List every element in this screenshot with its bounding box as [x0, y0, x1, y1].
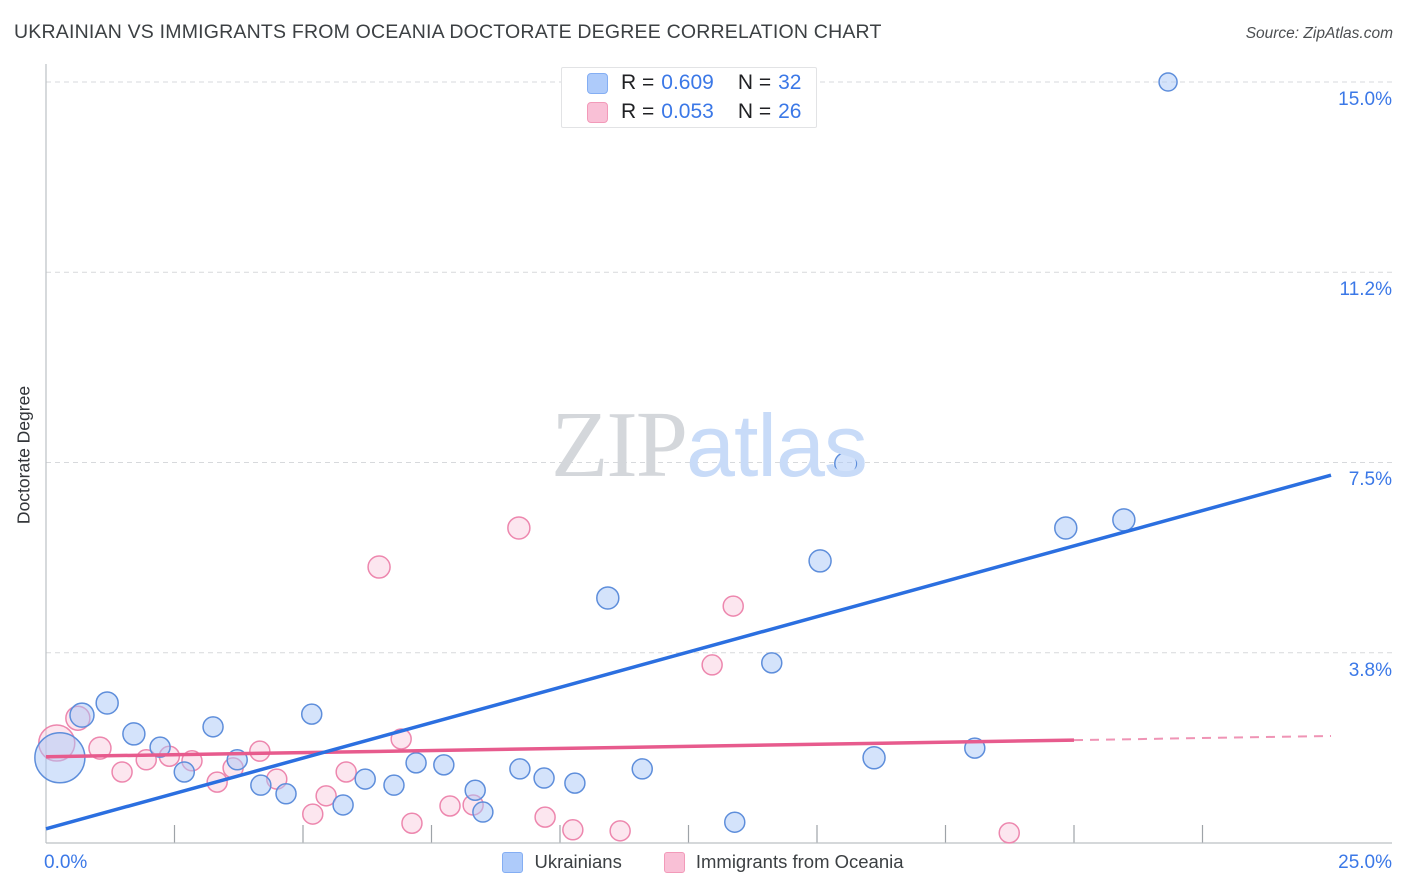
scatter-point-oceania — [302, 803, 324, 825]
legend-item-oceania: Immigrants from Oceania — [663, 851, 904, 873]
y-tick-label-15: 15.0% — [1338, 89, 1392, 110]
scatter-point-ukrainians — [383, 774, 405, 796]
scatter-point-oceania — [562, 819, 584, 841]
scatter-point-ukrainians — [275, 783, 297, 805]
legend-label-oceania: Immigrants from Oceania — [695, 851, 904, 872]
trend-line-oceania — [45, 738, 1075, 759]
page-title: UKRAINIAN VS IMMIGRANTS FROM OCEANIA DOC… — [14, 21, 882, 43]
scatter-point-ukrainians — [354, 768, 376, 790]
oceania-swatch-icon — [663, 851, 685, 873]
scatter-point-oceania — [401, 812, 423, 834]
scatter-point-ukrainians — [724, 811, 746, 833]
trend-line-oceania-extension — [1073, 734, 1332, 742]
scatter-point-ukrainians — [202, 716, 224, 738]
scatter-point-ukrainians — [405, 752, 427, 774]
ukrainians-swatch-icon — [502, 851, 524, 873]
y-tick-label-11-2: 11.2% — [1339, 279, 1392, 300]
r-value-oceania: 0.053 — [661, 100, 714, 123]
scatter-point-oceania — [609, 820, 631, 842]
legend-item-ukrainians: Ukrainians — [502, 851, 622, 873]
scatter-point-ukrainians — [631, 758, 653, 780]
n-label: N = — [737, 71, 772, 94]
scatter-point-oceania — [111, 761, 133, 783]
n-label: N = — [737, 100, 772, 123]
scatter-point-ukrainians — [761, 652, 783, 674]
scatter-point-oceania — [439, 795, 461, 817]
y-axis-title: Doctorate Degree — [13, 385, 34, 525]
trend-line-ukrainians — [45, 473, 1332, 831]
correlation-legend-box: R = 0.609 N = 32 R = 0.053 N = 26 — [561, 67, 817, 128]
scatter-point-ukrainians — [564, 772, 586, 794]
n-value-ukrainians: 32 — [778, 71, 802, 94]
scatter-point-oceania — [249, 740, 271, 762]
scatter-point-ukrainians — [173, 761, 196, 783]
scatter-point-ukrainians — [834, 451, 858, 476]
scatter-point-ukrainians — [509, 758, 531, 780]
scatter-point-ukrainians — [122, 722, 146, 746]
scatter-point-oceania — [315, 785, 337, 807]
r-label: R = — [621, 71, 655, 94]
scatter-point-ukrainians — [596, 586, 620, 610]
oceania-swatch-icon — [587, 101, 608, 123]
x-axis-max-label: 25.0% — [1338, 852, 1392, 873]
r-value-ukrainians: 0.609 — [661, 71, 714, 94]
scatter-point-ukrainians — [95, 691, 119, 715]
scatter-point-oceania — [88, 736, 112, 760]
scatter-point-ukrainians — [250, 774, 272, 796]
scatter-point-oceania — [998, 822, 1020, 844]
scatter-point-ukrainians — [464, 779, 486, 801]
scatter-point-oceania — [335, 761, 357, 783]
scatter-point-ukrainians — [533, 767, 555, 789]
legend-label-ukrainians: Ukrainians — [534, 851, 622, 872]
source-credit: Source: ZipAtlas.com — [1245, 25, 1393, 42]
legend-row-oceania: R = 0.053 N = 26 — [587, 100, 816, 124]
scatter-point-ukrainians — [1158, 72, 1178, 92]
series-legend: Ukrainians Immigrants from Oceania — [0, 851, 1406, 873]
scatter-point-ukrainians — [300, 703, 323, 725]
scatter-point-oceania — [367, 555, 391, 579]
scatter-point-ukrainians — [808, 549, 832, 573]
scatter-point-ukrainians — [862, 746, 886, 770]
legend-row-ukrainians: R = 0.609 N = 32 — [587, 71, 816, 95]
r-label: R = — [621, 100, 655, 123]
scatter-point-oceania — [722, 595, 744, 617]
scatter-point-ukrainians — [332, 794, 354, 816]
scatter-point-oceania — [507, 516, 531, 540]
scatter-point-ukrainians — [1054, 516, 1078, 540]
y-tick-label-3-8: 3.8% — [1348, 660, 1392, 681]
x-axis-min-label: 0.0% — [44, 852, 88, 873]
ukrainians-swatch-icon — [587, 72, 608, 94]
scatter-point-ukrainians — [149, 736, 171, 758]
scatter-point-oceania — [534, 806, 556, 828]
scatter-point-ukrainians — [1112, 508, 1136, 532]
y-tick-label-7-5: 7.5% — [1348, 469, 1392, 490]
scatter-point-ukrainians — [433, 754, 455, 776]
n-value-oceania: 26 — [778, 100, 802, 123]
scatter-point-oceania — [701, 654, 723, 676]
scatter-point-ukrainians — [472, 801, 494, 823]
scatter-point-ukrainians — [69, 702, 95, 728]
